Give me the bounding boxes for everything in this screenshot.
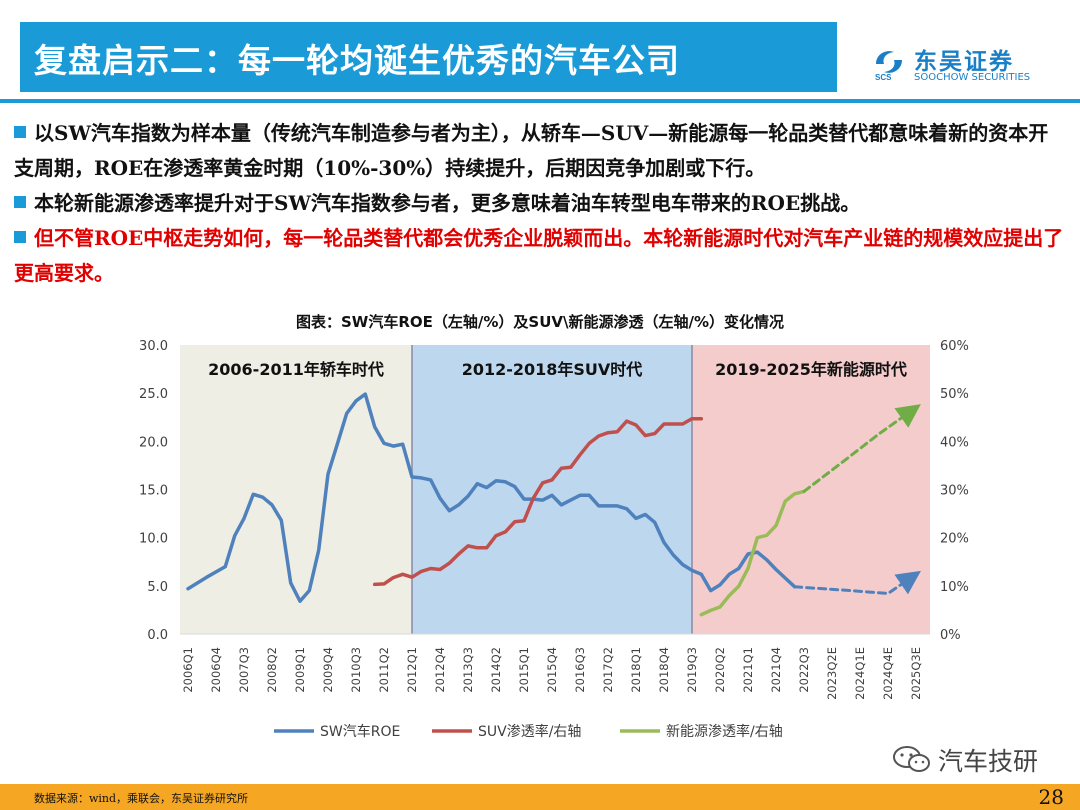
period-band [692,345,930,634]
scs-logo-icon: SCS [875,51,902,82]
svg-text:SCS: SCS [875,73,892,82]
series-line [372,416,704,587]
y-right-tick-label: 0% [940,628,961,643]
x-tick-label: 2013Q3 [461,647,475,693]
x-tick-label: 2015Q1 [517,647,531,693]
y-left-tick-label: 5.0 [147,580,168,595]
x-tick-label: 2025Q3E [909,647,923,700]
page-title: 复盘启示二：每一轮均诞生优秀的汽车公司 [34,41,680,80]
x-tick-label: 2014Q2 [489,647,503,693]
period-label: 2006-2011年轿车时代 [208,360,384,379]
bullet-text-3: 但不管ROE中枢走势如何，每一轮品类替代都会优秀企业脱颖而出。本轮新能源时代对汽… [14,226,1064,285]
x-tick-label: 2016Q3 [573,647,587,693]
bullet-item-2: 本轮新能源渗透率提升对于SW汽车指数参与者，更多意味着油车转型电车带来的ROE挑… [14,186,1064,221]
y-left-tick-label: 15.0 [139,484,168,499]
series-line [186,392,797,603]
x-tick-label: 2021Q4 [769,647,783,693]
series-line [793,570,921,595]
bullet-square-icon [14,231,26,243]
title-bar: 复盘启示二：每一轮均诞生优秀的汽车公司 [20,22,837,92]
x-tick-label: 2018Q4 [657,647,671,693]
y-right-tick-label: 60% [940,339,969,354]
x-tick-label: 2024Q4E [881,647,895,700]
x-tick-label: 2010Q3 [349,647,363,693]
x-tick-label: 2009Q4 [321,647,335,693]
page-number: 28 [1038,785,1064,809]
bullet-square-icon [14,196,26,208]
roe-penetration-chart: 2006-2011年轿车时代 2012-2018年SUV时代 2019-2025年新… [139,339,969,740]
legend-label: 新能源渗透率/右轴 [666,723,783,740]
wechat-icon [893,746,930,772]
bullet-list: 以SW汽车指数为样本量（传统汽车制造参与者为主），从轿车—SUV—新能源每一轮品… [14,116,1064,291]
period-label: 2019-2025年新能源时代 [715,360,907,379]
period-label: 2012-2018年SUV时代 [462,360,643,379]
legend-label: SUV渗透率/右轴 [478,723,581,740]
x-tick-label: 2023Q2E [825,647,839,700]
x-tick-label: 2024Q1E [853,647,867,700]
bullet-square-icon [14,126,26,138]
y-right-tick-label: 40% [940,435,969,450]
chart-title: 图表：SW汽车ROE（左轴/%）及SUV\新能源渗透（左轴/%）变化情况 [296,313,784,331]
series-line [699,489,806,617]
period-band [180,345,412,634]
x-tick-label: 2012Q4 [433,647,447,693]
y-left-tick-label: 10.0 [139,532,168,547]
period-band [412,345,692,634]
bullet-item-3: 但不管ROE中枢走势如何，每一轮品类替代都会优秀企业脱颖而出。本轮新能源时代对汽… [14,221,1064,291]
x-tick-label: 2007Q3 [237,647,251,693]
footer-bar: 数据来源：wind，乘联会，东吴证券研究所 28 [0,784,1080,810]
bullet-text-1: 以SW汽车指数为样本量（传统汽车制造参与者为主），从轿车—SUV—新能源每一轮品… [14,121,1049,180]
x-tick-label: 2018Q1 [629,647,643,693]
x-tick-label: 2022Q3 [797,647,811,693]
x-tick-label: 2020Q2 [713,647,727,693]
x-tick-label: 2011Q2 [377,647,391,693]
y-left-tick-label: 0.0 [147,628,168,643]
x-tick-label: 2021Q1 [741,647,755,693]
y-right-tick-label: 50% [940,387,969,402]
series-line [802,404,921,493]
header-divider [0,99,1080,103]
logo-cn-text: 东吴证券 [914,49,1014,75]
x-tick-label: 2009Q1 [293,647,307,693]
legend-label: SW汽车ROE [320,723,400,740]
y-left-tick-label: 30.0 [139,339,168,354]
logo-en-text: SOOCHOW SECURITIES [914,72,1031,83]
x-tick-label: 2006Q1 [181,647,195,693]
x-tick-label: 2006Q4 [209,647,223,693]
bullet-text-2: 本轮新能源渗透率提升对于SW汽车指数参与者，更多意味着油车转型电车带来的ROE挑… [34,191,861,215]
x-tick-label: 2012Q1 [405,647,419,693]
x-tick-label: 2019Q3 [685,647,699,693]
y-right-tick-label: 20% [940,532,969,547]
y-left-tick-label: 20.0 [139,435,168,450]
y-right-tick-label: 10% [940,580,969,595]
y-right-tick-label: 30% [940,484,969,499]
watermark-text: 汽车技研 [938,747,1039,776]
x-tick-label: 2017Q2 [601,647,615,693]
y-left-tick-label: 25.0 [139,387,168,402]
company-logo: SCS 东吴证券 SOOCHOW SECURITIES [872,46,1062,86]
watermark: 汽车技研 [892,742,1062,778]
x-tick-label: 2015Q4 [545,647,559,693]
x-tick-label: 2008Q2 [265,647,279,693]
source-note: 数据来源：wind，乘联会，东吴证券研究所 [34,792,249,805]
bullet-item-1: 以SW汽车指数为样本量（传统汽车制造参与者为主），从轿车—SUV—新能源每一轮品… [14,116,1064,186]
